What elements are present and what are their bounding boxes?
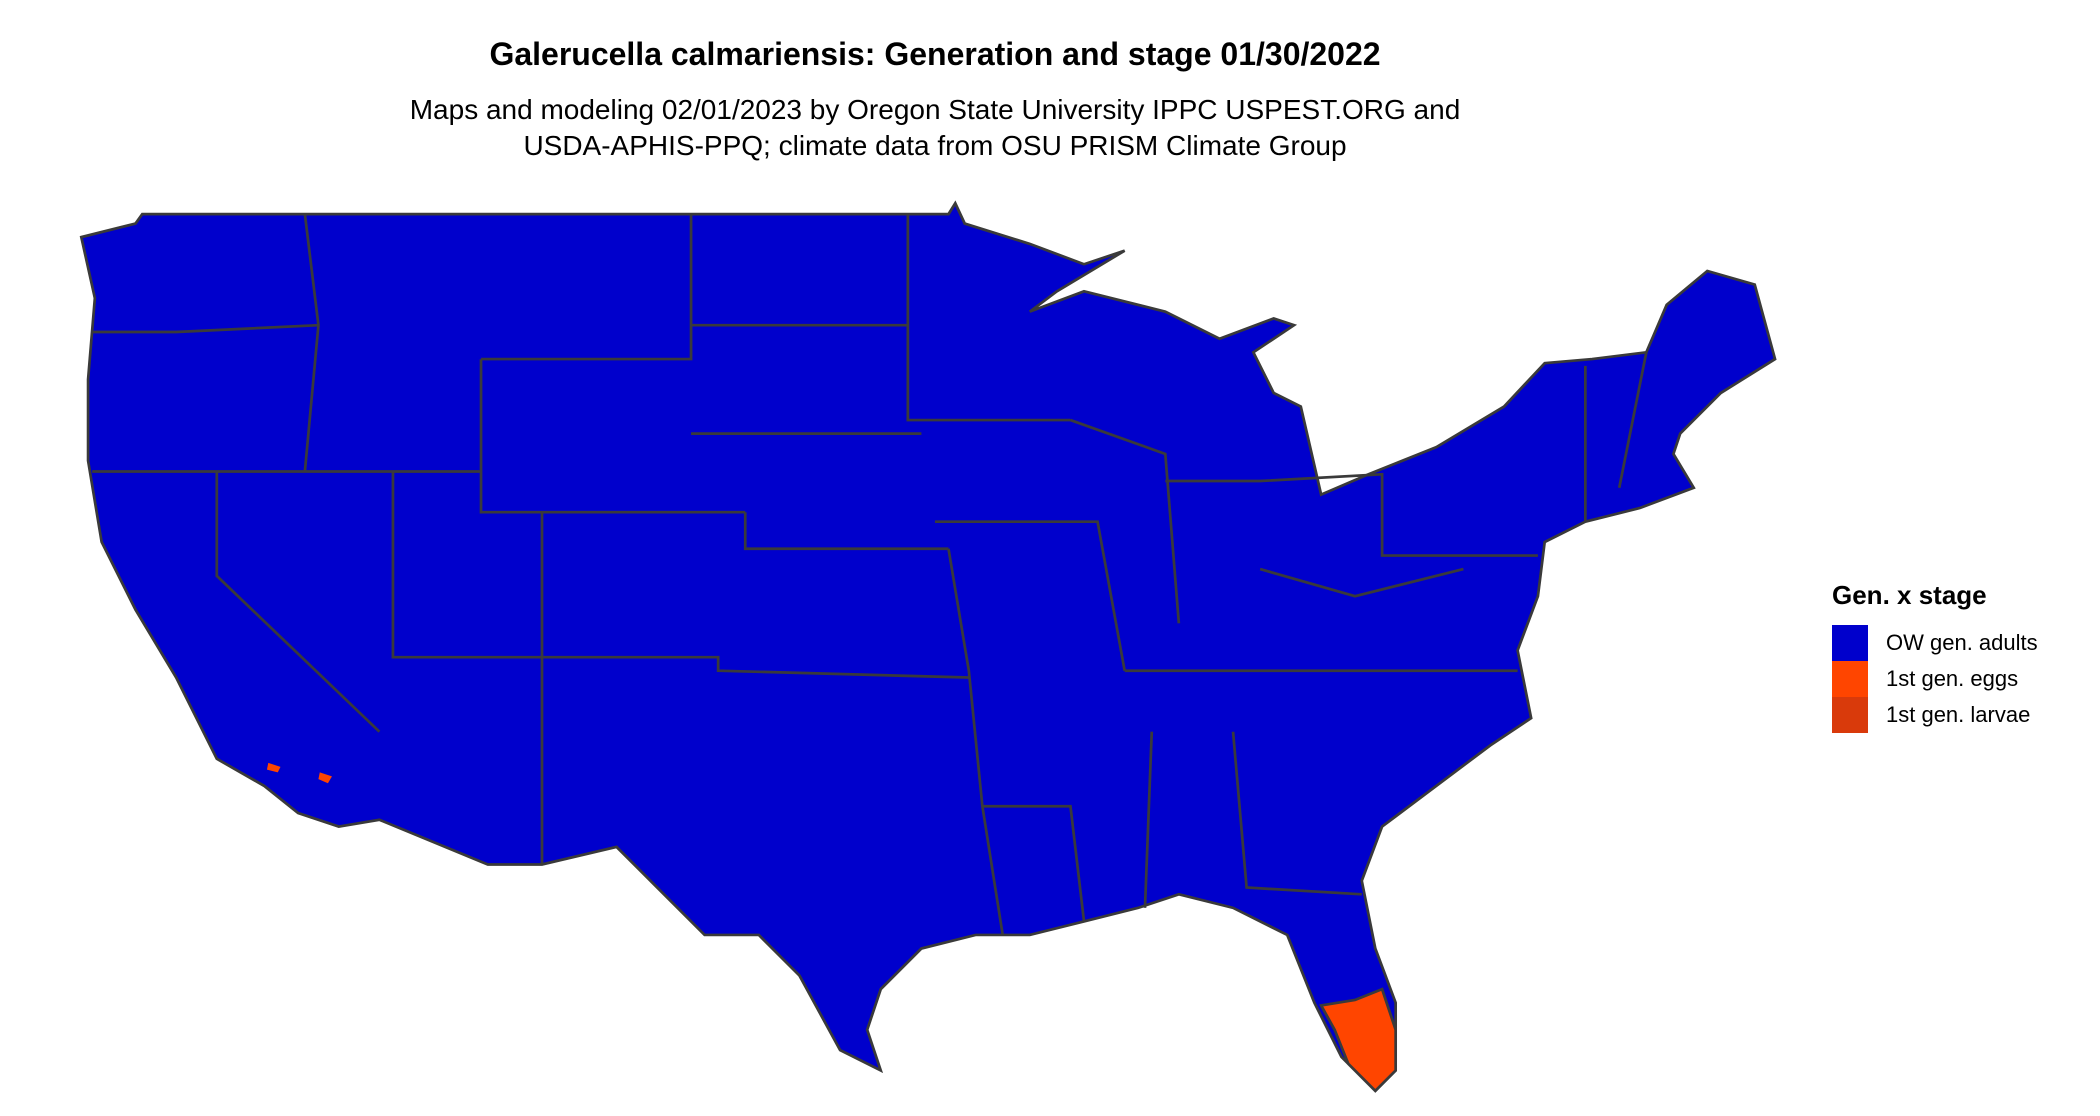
florida-1st-gen-eggs-area — [1319, 987, 1398, 1093]
legend-label: 1st gen. eggs — [1886, 666, 2019, 691]
socal-1st-gen-eggs-spot — [266, 762, 281, 773]
us-outline — [79, 200, 1777, 1093]
state-borders — [92, 213, 1648, 936]
legend: Gen. x stage OW gen. adults 1st gen. egg… — [1832, 580, 2038, 733]
legend-item: 1st gen. eggs — [1832, 661, 2038, 697]
legend-swatch — [1832, 661, 1868, 697]
legend-label: OW gen. adults — [1886, 630, 2038, 655]
legend-label: 1st gen. larvae — [1886, 702, 2031, 727]
socal-1st-gen-eggs-spot — [318, 772, 332, 784]
map-subtitle-line2: USDA-APHIS-PPQ; climate data from OSU PR… — [523, 130, 1347, 161]
legend-swatch — [1832, 625, 1868, 661]
legend-item: 1st gen. larvae — [1832, 697, 2038, 733]
map-subtitle-line1: Maps and modeling 02/01/2023 by Oregon S… — [409, 94, 1461, 125]
map-title: Galerucella calmariensis: Generation and… — [489, 36, 1381, 72]
legend-title: Gen. x stage — [1832, 580, 1987, 610]
legend-swatch — [1832, 697, 1868, 733]
legend-item: OW gen. adults — [1832, 625, 2038, 661]
